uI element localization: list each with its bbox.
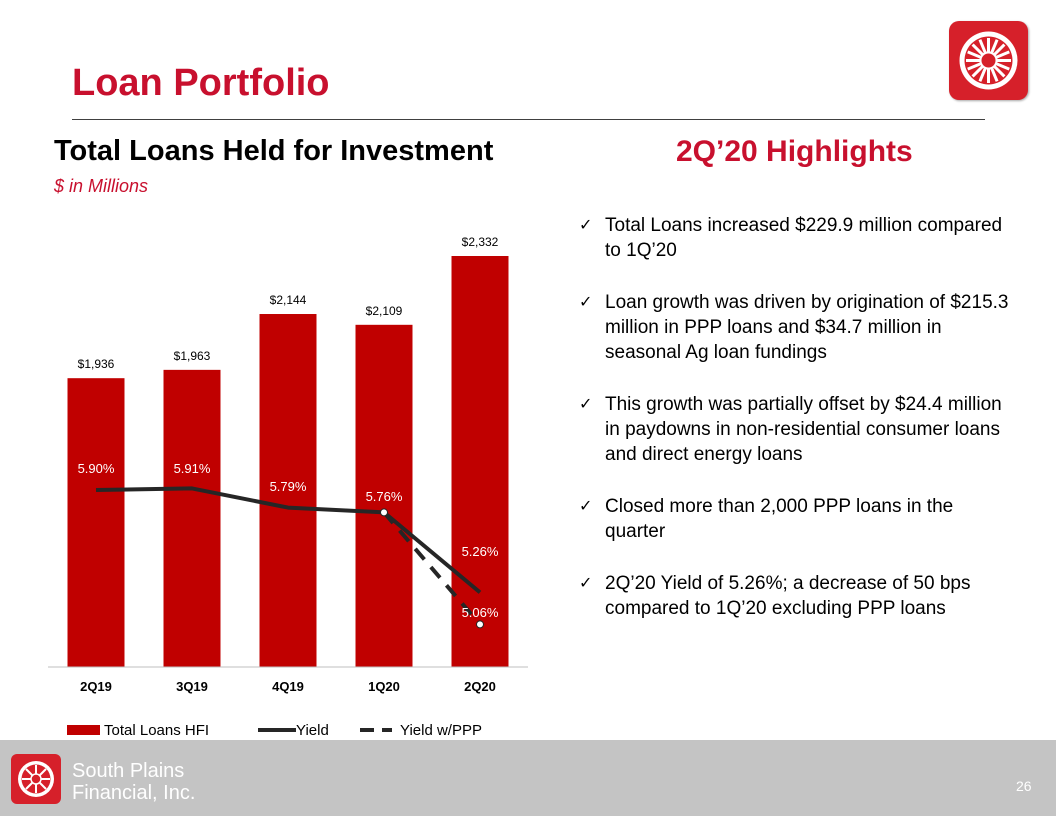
chart-title: Total Loans Held for Investment [54,135,494,167]
page-title: Loan Portfolio [72,62,330,104]
x-tick-label: 4Q19 [272,679,304,694]
check-icon: ✓ [579,294,593,311]
bar [355,324,413,667]
chart-subtitle: $ in Millions [54,176,149,196]
yield-data-label: 5.76% [366,489,403,504]
highlights-title: 2Q’20 Highlights [676,135,913,168]
check-icon: ✓ [579,396,593,413]
title-divider [72,119,985,120]
bar-data-label: $2,144 [270,293,307,307]
yield-ppp-data-label: 5.06% [462,605,499,620]
footer: South Plains Financial, Inc. 26 [0,740,1056,816]
legend-label-yield-ppp: Yield w/PPP [400,722,482,739]
highlight-item: ✓ 2Q’20 Yield of 5.26%; a decrease of 50 … [577,571,1017,621]
footer-logo-icon [11,754,61,804]
footer-company-line2: Financial, Inc. [72,782,196,804]
yield-data-label: 5.79% [270,479,307,494]
yield-data-label: 5.26% [462,544,499,559]
yield-marker [380,508,388,517]
bar-data-label: $1,963 [174,349,211,363]
highlight-text: Closed more than 2,000 PPP loans in the … [605,496,954,542]
highlight-text: Loan growth was driven by origination of… [605,292,1009,363]
highlight-item: ✓ Total Loans increased $229.9 million co… [577,213,1017,263]
footer-company-name: South Plains Financial, Inc. [72,760,242,804]
bar [163,369,221,667]
x-tick-label: 3Q19 [176,679,208,694]
highlight-item: ✓ Closed more than 2,000 PPP loans in the… [577,494,1017,544]
yield-data-label: 5.91% [174,461,211,476]
highlight-text: 2Q’20 Yield of 5.26%; a decrease of 50 b… [605,573,971,619]
x-tick-label: 2Q20 [464,679,496,694]
footer-company-line1: South Plains [72,760,185,782]
legend-swatch-loans [67,725,100,735]
bar [67,378,125,667]
yield-ppp-line [382,511,482,626]
highlight-item: ✓ This growth was partially offset by $24… [577,392,1017,467]
highlight-text: Total Loans increased $229.9 million com… [605,215,1003,261]
legend-label-loans: Total Loans HFI [104,722,209,739]
check-icon: ✓ [579,575,593,592]
page-number: 26 [1016,778,1032,794]
bar [451,256,509,667]
yield-ppp-marker [476,620,484,629]
bar-data-label: $2,332 [462,235,499,249]
x-tick-label: 2Q19 [80,679,112,694]
yield-line [95,486,482,594]
bar [259,314,317,667]
check-icon: ✓ [579,217,593,234]
bar-data-label: $1,936 [78,357,115,371]
x-tick-label: 1Q20 [368,679,400,694]
highlights-list: ✓ Total Loans increased $229.9 million co… [577,213,1017,648]
highlight-item: ✓ Loan growth was driven by origination o… [577,290,1017,365]
yield-data-label: 5.90% [78,461,115,476]
highlight-text: This growth was partially offset by $24.… [605,394,1002,465]
legend-label-yield: Yield [296,722,329,739]
bar-data-label: $2,109 [366,304,403,318]
company-logo-icon [949,21,1028,100]
check-icon: ✓ [579,498,593,515]
